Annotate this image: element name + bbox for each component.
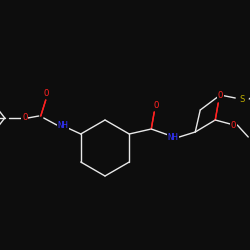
Text: O: O xyxy=(230,120,236,130)
Text: O: O xyxy=(43,88,49,98)
Text: S: S xyxy=(240,96,245,104)
Text: NH: NH xyxy=(168,132,178,141)
Text: O: O xyxy=(154,100,159,110)
Text: O: O xyxy=(22,114,28,122)
Text: NH: NH xyxy=(58,122,68,130)
Text: O: O xyxy=(218,92,223,100)
